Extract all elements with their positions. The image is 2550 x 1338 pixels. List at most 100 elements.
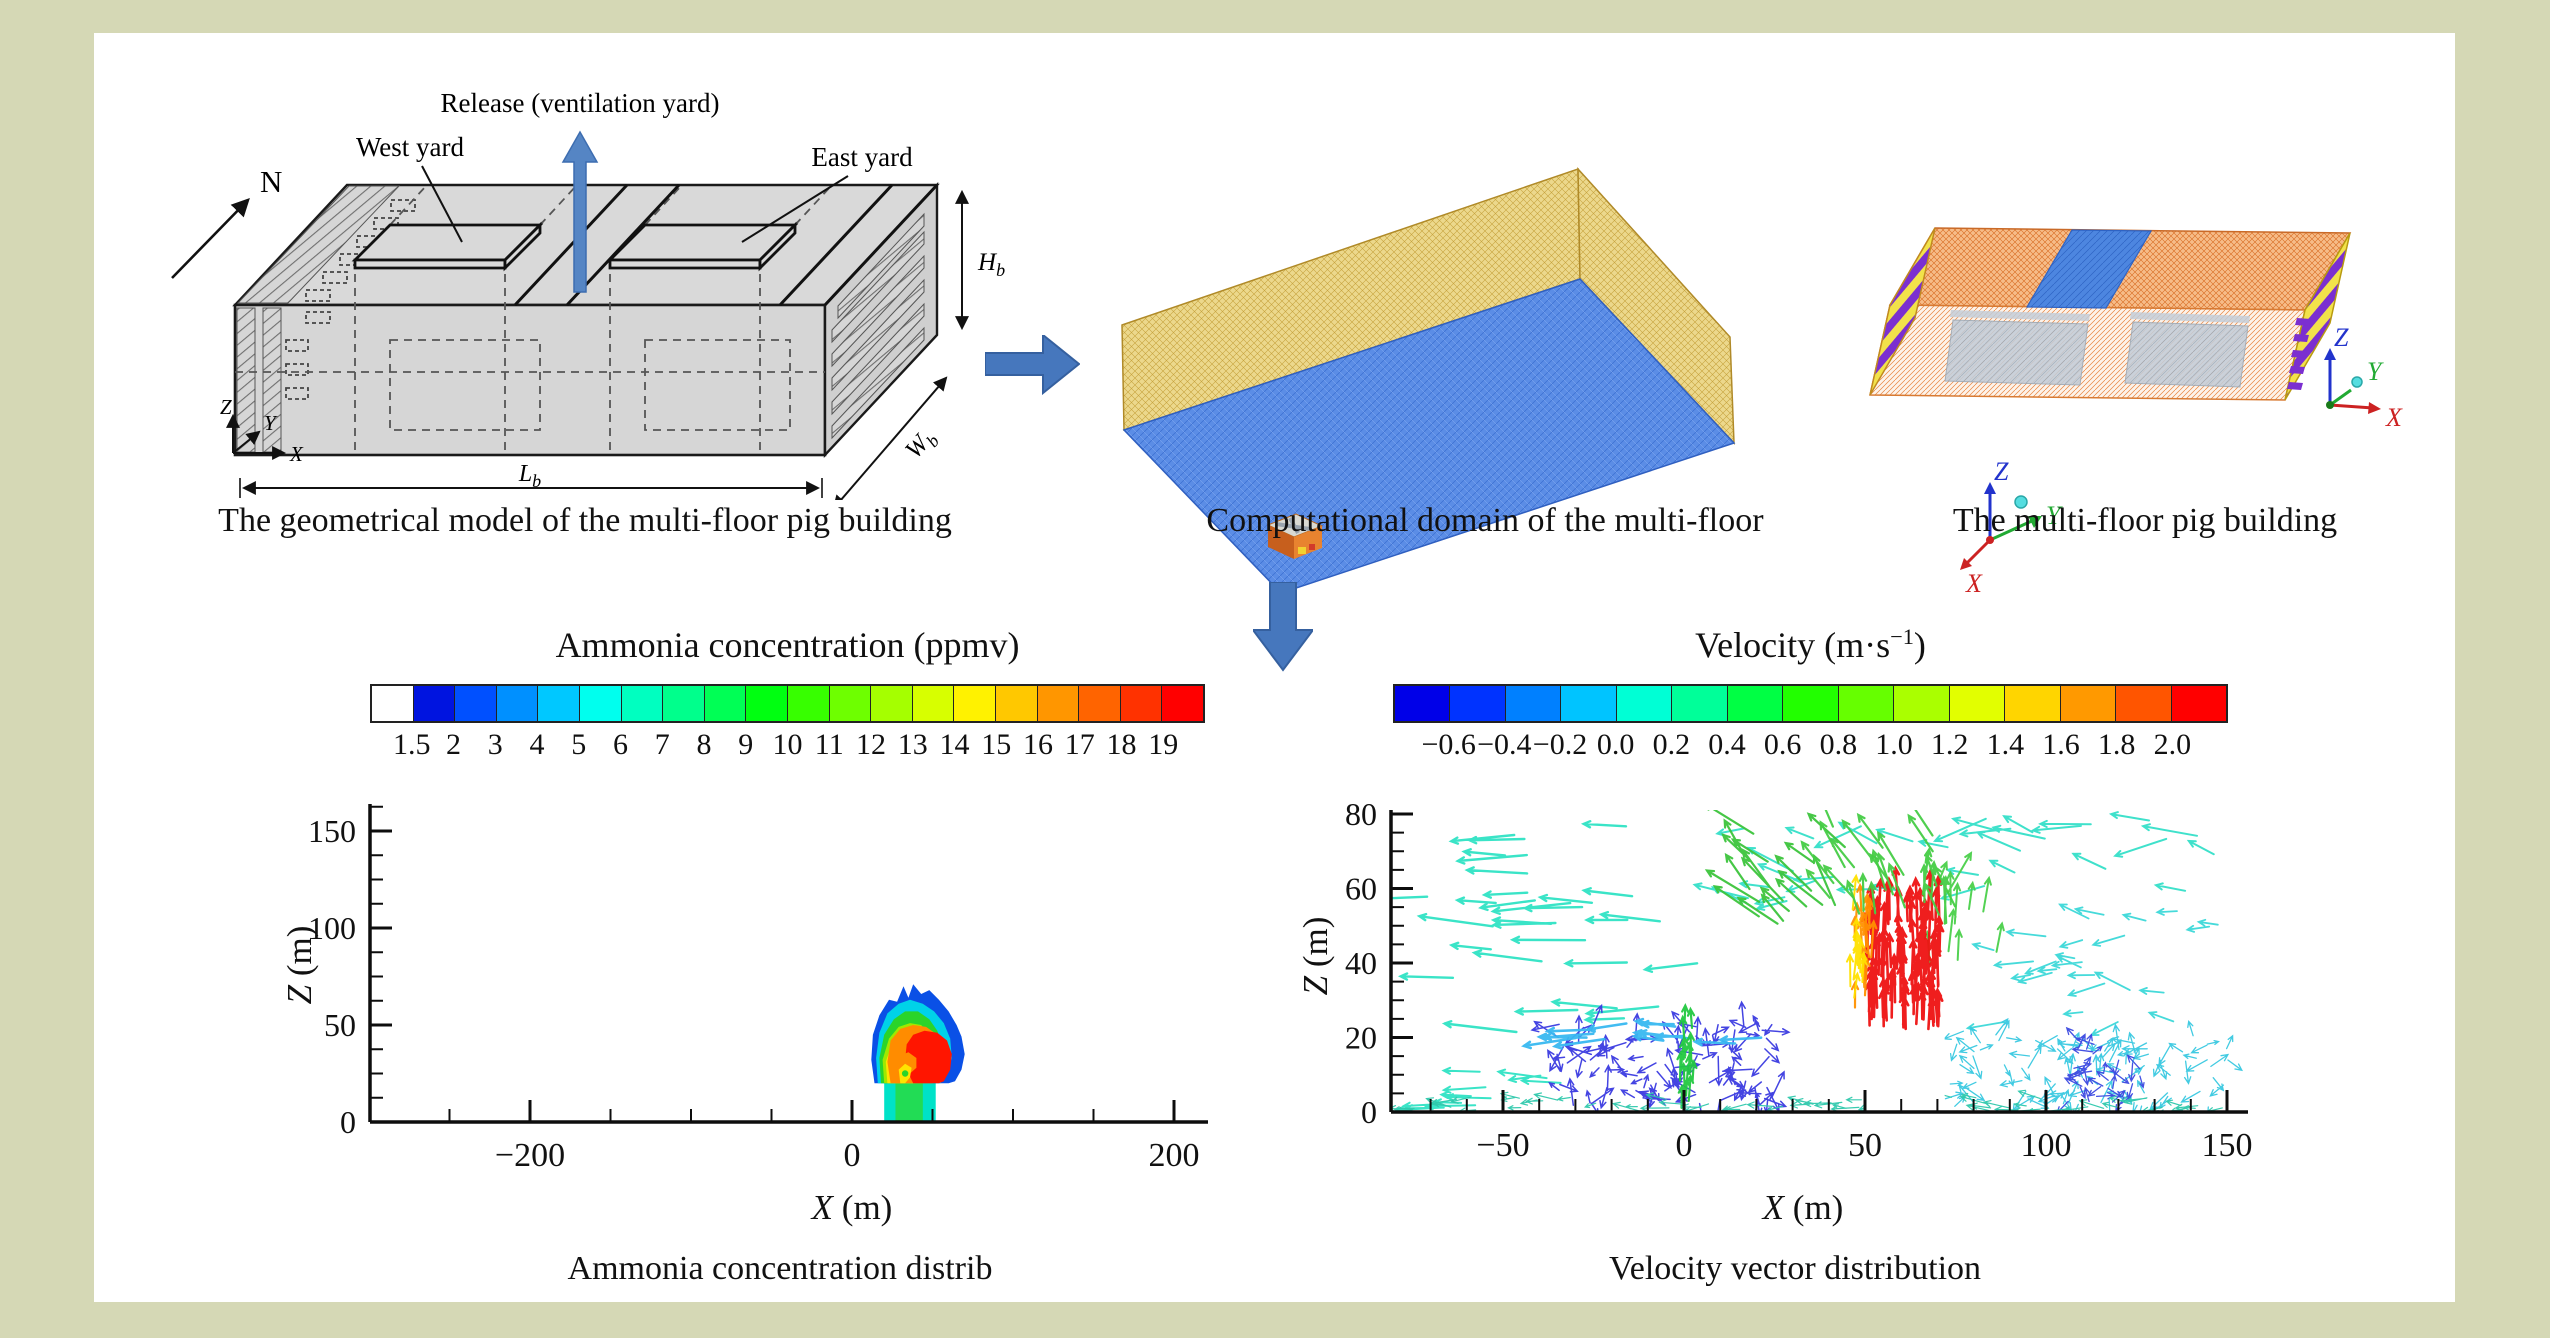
- vector-arrows: [1845, 847, 1957, 925]
- colorbar-cell: [829, 686, 872, 721]
- colorbar-cell: [579, 686, 622, 721]
- x-tick-label: 150: [2202, 1127, 2253, 1164]
- vector-group-green-column-zero: [1676, 1003, 1698, 1109]
- mesh-left-end-louvers: [1869, 227, 1936, 396]
- colorbar-cell: [1949, 686, 2006, 721]
- velocity-x-unit: (m): [1784, 1188, 1844, 1227]
- domain-x-label: X: [1965, 569, 1983, 598]
- velocity-x-axis-title: X (m): [1703, 1188, 1903, 1228]
- colorbar-tick-label: 11: [814, 728, 844, 761]
- west-yard-leader: [421, 165, 463, 243]
- colorbar-cell: [1727, 686, 1784, 721]
- velocity-vector-plot: −50 0 50 100 150 0 20 40 60 80: [1345, 796, 2253, 1164]
- dim-hb-label: Hb: [977, 249, 1005, 280]
- mesh-x-label: X: [2385, 403, 2403, 432]
- geometrical-model-drawing: Release (ventilation yard) West yard Eas…: [171, 88, 1005, 500]
- mesh-right-end-louvers: [2284, 232, 2351, 401]
- vector-group-jet-green-top: [1845, 847, 1957, 925]
- mesh-z-label: Z: [2334, 323, 2349, 352]
- ammonia-y-var: Z: [280, 984, 319, 1005]
- colorbar-tick-label: 0.6: [1763, 728, 1802, 761]
- colorbar-cell: [1505, 686, 1562, 721]
- colorbar-cell: [1450, 686, 1506, 721]
- mesh-gray-strip: [2130, 312, 2250, 323]
- x-tick-label: 100: [2021, 1127, 2072, 1164]
- velocity-y-axis-title: Z (m): [1296, 886, 1336, 1026]
- mesh-blue-ventilation-band: [2025, 229, 2153, 309]
- colorbar-bar: [1393, 684, 2228, 723]
- axes: −200 0 200 0 50 100 150: [308, 804, 1208, 1174]
- ammonia-colorbar-title: Ammonia concentration (ppmv): [555, 625, 1020, 665]
- caption-velocity-distribution: Velocity vector distribution: [1608, 1250, 1982, 1287]
- model-axis-triad: [226, 413, 287, 460]
- ammonia-x-unit: (m): [833, 1188, 893, 1227]
- colorbar-cell: [1783, 686, 1839, 721]
- velocity-title-sup: −1: [1890, 624, 1914, 649]
- ammonia-concentration-plot: −200 0 200 0 50 100 150: [308, 804, 1208, 1174]
- dim-wb-label: Wb: [900, 424, 943, 467]
- colorbar-cell: [2171, 686, 2227, 721]
- colorbar-cell: [912, 686, 955, 721]
- x-tick-label: 50: [1848, 1127, 1882, 1164]
- colorbar-cell: [1037, 686, 1080, 721]
- velocity-x-var: X: [1762, 1188, 1785, 1227]
- vector-arrows: [1521, 1017, 1763, 1050]
- colorbar-cell: [372, 686, 414, 721]
- caption-computational-domain: Computational domain of the multi-floor: [1206, 502, 1764, 539]
- colorbar-labels: −0.6 −0.4 −0.2 0.0 0.2 0.4 0.6 0.8 1.0 1.2 1.4 1.6 1…: [1393, 728, 2228, 768]
- plume-column: [895, 1081, 923, 1122]
- colorbar-cell: [1561, 686, 1617, 721]
- plume-group: [871, 984, 965, 1122]
- release-label: Release (ventilation yard): [441, 88, 720, 118]
- vector-group-jet-yellow-fringe: [1846, 873, 1868, 999]
- colorbar-tick-label: 2: [446, 728, 461, 761]
- x-tick-label: 200: [1149, 1137, 1200, 1174]
- east-yard-label: East yard: [811, 142, 913, 172]
- colorbar-tick-label: −0.4: [1477, 728, 1532, 761]
- colorbar-cell: [621, 686, 664, 721]
- ammonia-y-unit: (m): [280, 925, 319, 985]
- vector-arrows: [1391, 820, 1699, 1034]
- domain-axis-triad: [1960, 482, 2042, 570]
- colorbar-cell: [496, 686, 539, 721]
- colorbar-tick-label: 1.5: [393, 728, 431, 761]
- colorbar-cell: [871, 686, 913, 721]
- velocity-colorbar: −0.6 −0.4 −0.2 0.0 0.2 0.4 0.6 0.8 1.0 1.2 1.4 1.6 1…: [1393, 684, 2228, 770]
- domain-y-label: Y: [2046, 501, 2063, 530]
- x-tick-label: 0: [1676, 1127, 1693, 1164]
- x-tick-label: −200: [495, 1137, 565, 1174]
- ammonia-y-axis-title: Z (m): [280, 895, 320, 1035]
- colorbar-cell: [663, 686, 705, 721]
- colorbar-tick-label: 18: [1106, 728, 1137, 761]
- vector-group-blue-patch-right: [2056, 1026, 2145, 1112]
- velocity-colorbar-title: Velocity (m·s−1): [1393, 624, 2228, 666]
- plume-dot: [901, 1070, 909, 1077]
- vector-arrows: [1692, 811, 2215, 911]
- colorbar-tick-label: 2.0: [2153, 728, 2192, 761]
- vector-arrows: [2056, 1026, 2145, 1112]
- colorbar-tick-label: −0.2: [1532, 728, 1588, 761]
- colorbar-cell: [2005, 686, 2061, 721]
- colorbar-cell: [1672, 686, 1728, 721]
- building-front-face: [233, 303, 827, 457]
- colorbar-tick-label: 1.4: [1986, 728, 2025, 761]
- colorbar-labels: 1.5 2 3 4 5 6 7 8 9 10 11 12 13 14 15 16 17 18 19: [370, 728, 1205, 768]
- model-z-label: Z: [220, 395, 232, 419]
- colorbar-tick-label: 4: [529, 728, 545, 761]
- colorbar-cell: [787, 686, 830, 721]
- velocity-title-post: ): [1913, 625, 1926, 665]
- north-label: N: [260, 164, 282, 199]
- flow-right-arrow: [985, 335, 1080, 395]
- colorbar-cell: [413, 686, 456, 721]
- mesh-gray-yard-block: [2124, 321, 2249, 388]
- mesh-axis-triad: [2324, 348, 2381, 414]
- mesh-gray-strip: [1950, 310, 2090, 321]
- vector-arrows: [1676, 1003, 1698, 1109]
- vector-arrows: [1965, 903, 2219, 1037]
- y-tick-label: 0: [1361, 1094, 1377, 1130]
- vector-group-lightblue-band: [1521, 1017, 1763, 1050]
- colorbar-tick-label: 1.2: [1930, 728, 1969, 761]
- west-yard-label: West yard: [356, 132, 465, 162]
- north-arrow: [171, 198, 250, 279]
